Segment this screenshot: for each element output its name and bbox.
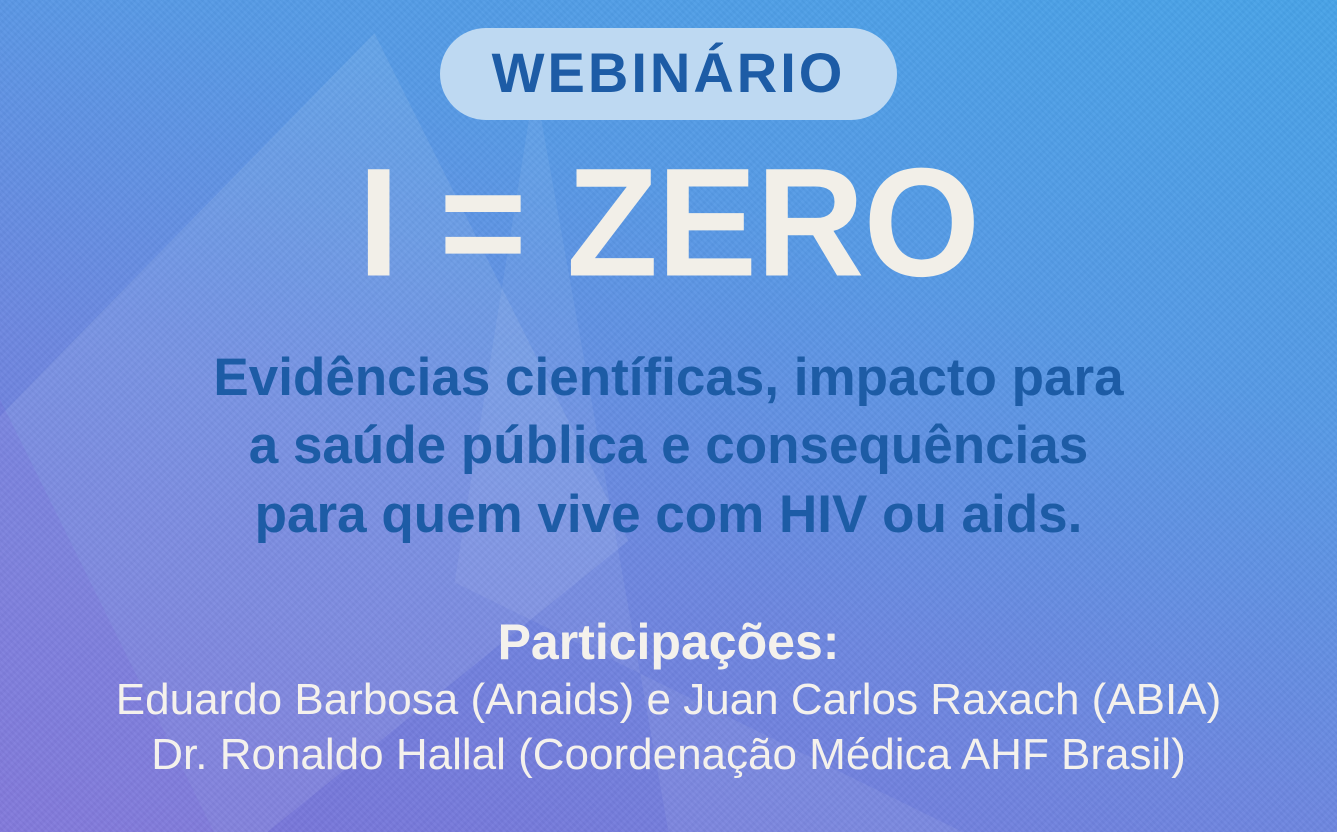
webinar-badge-label: WEBINÁRIO bbox=[491, 41, 846, 104]
participations-heading: Participações: bbox=[497, 614, 840, 671]
subtitle-line-3: para quem vive com HIV ou aids. bbox=[254, 485, 1083, 545]
participant-line-1: Eduardo Barbosa (Anaids) e Juan Carlos R… bbox=[115, 674, 1222, 724]
webinar-badge: WEBINÁRIO bbox=[439, 28, 898, 120]
subtitle-line-1: Evidências científicas, impacto para bbox=[213, 347, 1124, 407]
participations-section: Participações: Eduardo Barbosa (Anaids) … bbox=[116, 614, 1221, 782]
poster-title: I = ZERO bbox=[357, 135, 980, 309]
subtitle-line-2: a saúde pública e consequências bbox=[248, 416, 1089, 476]
participant-line-2: Dr. Ronaldo Hallal (Coordenação Médica A… bbox=[151, 730, 1186, 780]
poster-subtitle: Evidências científicas, impacto para a s… bbox=[213, 344, 1123, 551]
